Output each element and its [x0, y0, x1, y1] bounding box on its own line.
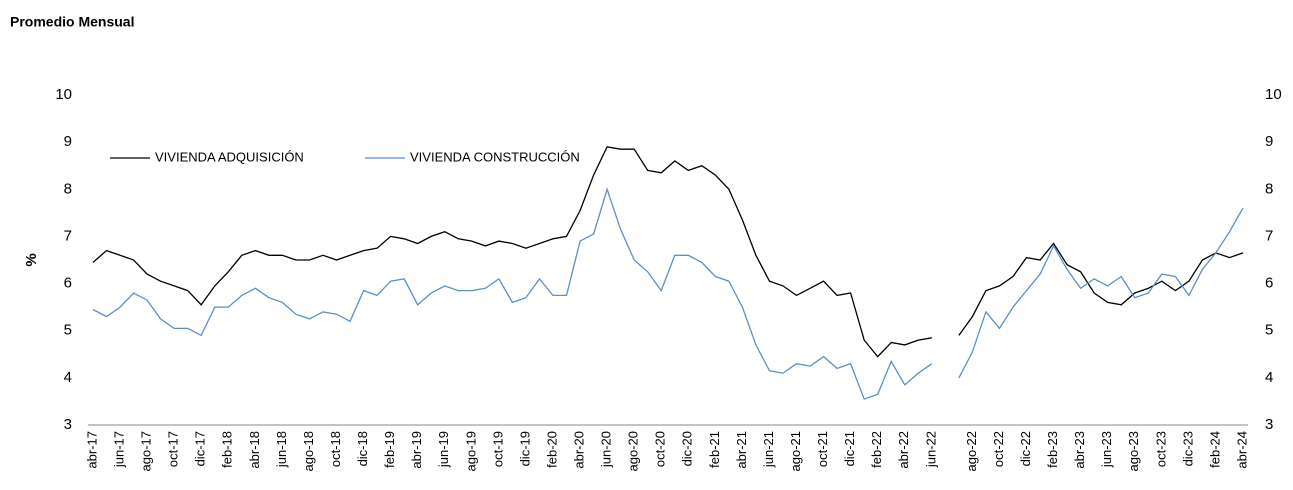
y2-tick-label: 3 [1265, 416, 1273, 433]
x-tick-label: jun-20 [599, 431, 614, 468]
x-tick-label: ago-21 [788, 431, 803, 471]
y2-tick-label: 7 [1265, 227, 1273, 244]
x-tick-label: jun-21 [761, 431, 776, 468]
x-tick-label: feb-20 [544, 431, 559, 468]
x-tick-label: dic-23 [1180, 431, 1195, 466]
x-tick-label: oct-23 [1153, 431, 1168, 467]
y-tick-label: 10 [55, 86, 72, 103]
y-tick-label: 6 [64, 275, 72, 292]
legend-label: VIVIENDA CONSTRUCCIÓN [410, 149, 580, 164]
x-tick-label: dic-18 [355, 431, 370, 466]
x-tick-label: abr-18 [247, 431, 262, 469]
x-tick-label: feb-22 [869, 431, 884, 468]
x-tick-label: abr-20 [571, 431, 586, 469]
x-tick-label: ago-19 [463, 431, 478, 471]
x-tick-label: feb-23 [1045, 431, 1060, 468]
series-line [92, 146, 1244, 358]
x-tick-label: ago-22 [964, 431, 979, 471]
y2-tick-label: 9 [1265, 133, 1273, 150]
chart-title: Promedio Mensual [10, 14, 134, 30]
x-tick-label: oct-18 [328, 431, 343, 467]
series-line [92, 187, 1244, 400]
x-tick-label: ago-17 [139, 431, 154, 471]
x-tick-label: abr-22 [896, 431, 911, 469]
legend-label: VIVIENDA ADQUISICIÓN [155, 149, 304, 164]
x-tick-label: feb-24 [1207, 431, 1222, 468]
x-tick-label: ago-23 [1126, 431, 1141, 471]
x-tick-label: abr-17 [84, 431, 99, 469]
y-tick-label: 8 [64, 180, 72, 197]
y-tick-label: 4 [64, 369, 72, 386]
y-tick-label: 5 [64, 322, 72, 339]
x-tick-label: dic-17 [193, 431, 208, 466]
x-tick-label: feb-19 [382, 431, 397, 468]
x-tick-label: jun-19 [436, 431, 451, 468]
x-tick-label: feb-21 [707, 431, 722, 468]
x-tick-label: abr-24 [1234, 431, 1249, 469]
x-tick-label: oct-22 [991, 431, 1006, 467]
x-tick-label: jun-23 [1099, 431, 1114, 468]
y2-tick-label: 5 [1265, 322, 1273, 339]
x-tick-label: jun-17 [111, 431, 126, 468]
x-tick-label: oct-19 [490, 431, 505, 467]
x-tick-label: jun-22 [923, 431, 938, 468]
x-tick-label: ago-20 [626, 431, 641, 471]
y2-tick-label: 6 [1265, 275, 1273, 292]
x-tick-label: oct-20 [653, 431, 668, 467]
x-tick-label: abr-21 [734, 431, 749, 469]
x-tick-label: abr-19 [409, 431, 424, 469]
x-tick-label: abr-23 [1072, 431, 1087, 469]
x-tick-label: dic-22 [1018, 431, 1033, 466]
x-tick-label: dic-19 [517, 431, 532, 466]
x-tick-label: ago-18 [301, 431, 316, 471]
y-tick-label: 7 [64, 227, 72, 244]
x-tick-label: feb-18 [220, 431, 235, 468]
y-tick-label: 3 [64, 416, 72, 433]
x-tick-label: dic-21 [842, 431, 857, 466]
y2-tick-label: 8 [1265, 180, 1273, 197]
y2-tick-label: 4 [1265, 369, 1273, 386]
x-tick-label: oct-17 [166, 431, 181, 467]
y-tick-label: 9 [64, 133, 72, 150]
y-axis-label: % [23, 253, 40, 266]
y2-tick-label: 10 [1265, 86, 1282, 103]
x-tick-label: jun-18 [274, 431, 289, 468]
x-tick-label: dic-20 [680, 431, 695, 466]
x-tick-label: oct-21 [815, 431, 830, 467]
